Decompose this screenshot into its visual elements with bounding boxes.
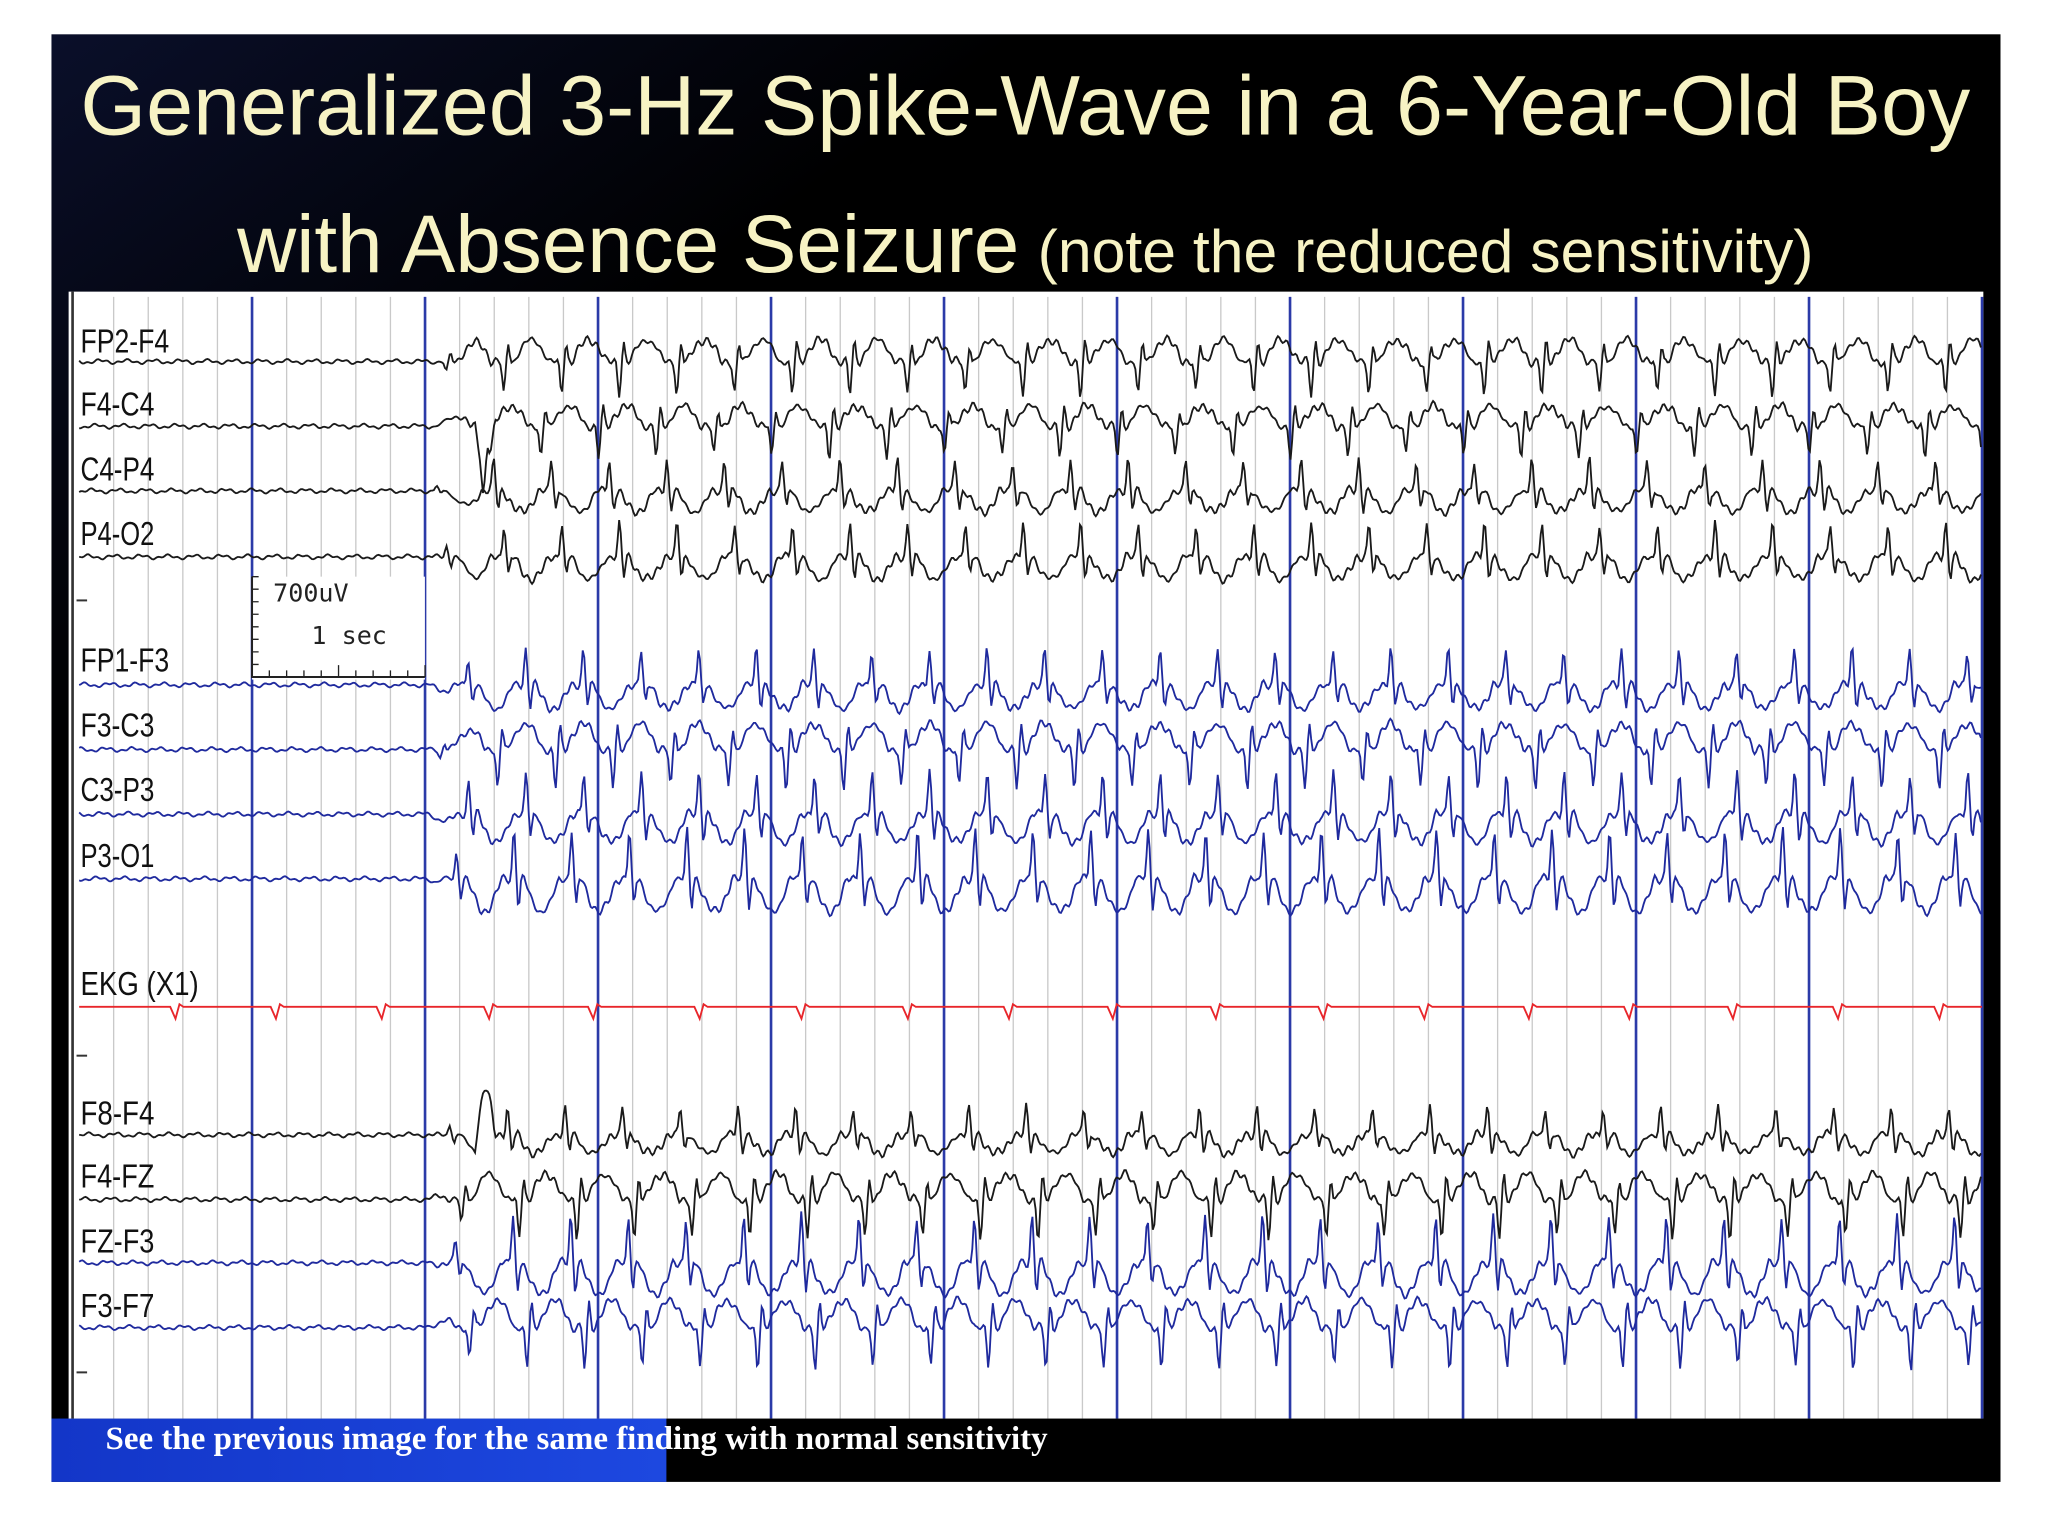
eeg-trace (78, 768, 1982, 849)
scale-ticks (251, 576, 426, 678)
channel-label: F8-F4 (80, 1094, 154, 1131)
eeg-trace (78, 519, 1982, 586)
channel-label: F4-C4 (80, 386, 154, 423)
channel-label: P4-O2 (80, 515, 154, 552)
channel-label: C4-P4 (80, 450, 154, 487)
eeg-panel (68, 291, 1984, 1419)
eeg-trace (79, 399, 1982, 494)
title-line1: Generalized 3-Hz Spike-Wave in a 6-Year-… (80, 59, 1971, 153)
eeg-trace (79, 1089, 1982, 1159)
channel-label: EKG (X1) (80, 965, 198, 1002)
eeg-trace (78, 826, 1982, 918)
footer-text: See the previous image for the same find… (106, 1421, 1049, 1457)
channel-labels: FP2-F4 F4-C4 C4-P4 P4-O2 FP1-F3 F3-C3 C3-P3 P3-… (80, 322, 198, 1324)
channel-label: FZ-F3 (80, 1222, 154, 1259)
title-line2-main: with Absence Seizure (236, 199, 1019, 290)
eeg-trace (79, 1002, 1983, 1022)
eeg-trace (78, 646, 1982, 716)
eeg-trace (79, 1168, 1982, 1241)
scale-box (252, 576, 425, 680)
channel-label: F4-FZ (80, 1158, 154, 1195)
eeg-trace (78, 456, 1982, 518)
channel-label: F3-C3 (80, 706, 154, 743)
traces (78, 334, 1983, 1371)
title-note: (note the reduced sensitivity) (1038, 217, 1814, 285)
scale-amplitude: 700uV (273, 579, 348, 608)
footer-band (51, 1418, 667, 1482)
channel-label: FP2-F4 (80, 322, 169, 359)
scale-time: 1 sec (311, 621, 386, 650)
eeg-trace (78, 1294, 1982, 1371)
grid (76, 296, 1984, 1419)
title-line2: with Absence Seizure (note the reduced se… (236, 199, 1813, 290)
channel-label: FP1-F3 (80, 642, 169, 679)
channel-label: P3-O1 (80, 837, 154, 874)
channel-label: F3-F7 (80, 1287, 154, 1324)
eeg-trace (78, 1211, 1982, 1300)
eeg-trace (78, 717, 1982, 791)
scale-bar: 700uV 1 sec (251, 576, 426, 680)
eeg-trace (78, 334, 1982, 398)
channel-label: C3-P3 (80, 771, 154, 808)
